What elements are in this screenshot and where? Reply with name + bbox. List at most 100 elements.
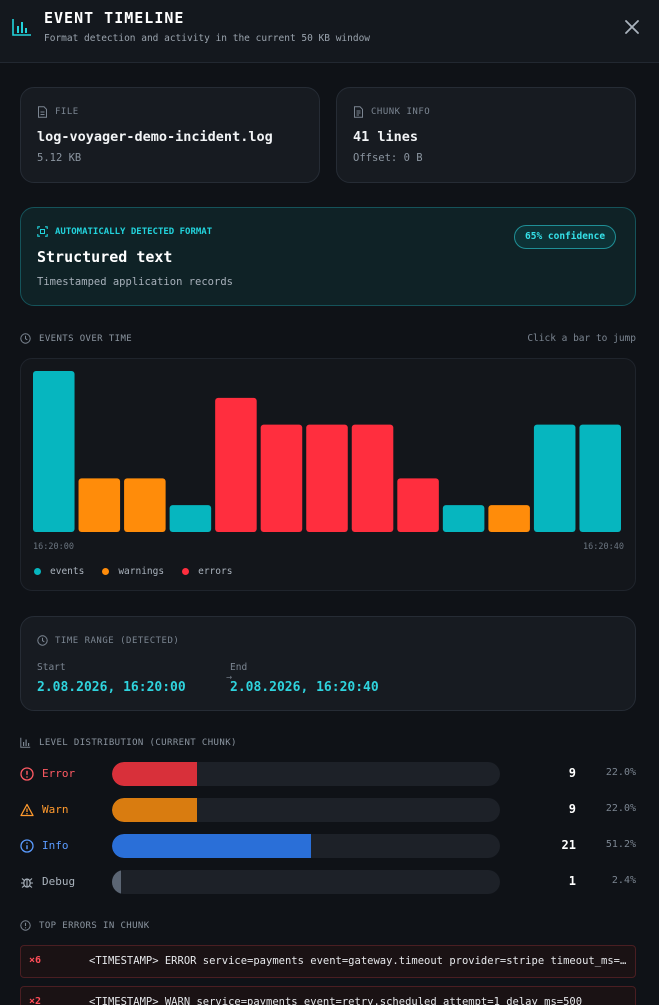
levels-section-label: LEVEL DISTRIBUTION (CURRENT CHUNK) bbox=[39, 737, 237, 748]
document-icon bbox=[354, 106, 363, 118]
file-card: FILE log-voyager-demo-incident.log 5.12 … bbox=[20, 87, 320, 183]
detected-format-card: AUTOMATICALLY DETECTED FORMAT Structured… bbox=[20, 207, 636, 306]
x-axis-start-label: 16:20:00 bbox=[33, 542, 74, 552]
level-percent: 51.2% bbox=[605, 839, 636, 850]
chart-bar-errors[interactable] bbox=[215, 397, 257, 532]
format-name: Structured text bbox=[37, 248, 173, 266]
legend-item-warnings: warnings bbox=[102, 566, 164, 577]
clock-icon bbox=[20, 333, 31, 344]
time-range-start: Start 2.08.2026, 16:20:00 bbox=[37, 662, 186, 695]
chunk-info-card: CHUNK INFO 41 lines Offset: 0 B bbox=[336, 87, 636, 183]
level-bar-track bbox=[112, 870, 500, 894]
chart-bar-warnings[interactable] bbox=[488, 505, 530, 532]
events-section-label: EVENTS OVER TIME bbox=[39, 333, 133, 344]
legend-item-events: events bbox=[34, 566, 84, 577]
bug-icon bbox=[21, 878, 33, 888]
format-label: AUTOMATICALLY DETECTED FORMAT bbox=[55, 226, 213, 237]
level-bar-fill bbox=[112, 834, 311, 858]
bar-chart-icon bbox=[20, 737, 31, 748]
time-range-end: End 2.08.2026, 16:20:40 bbox=[230, 662, 379, 695]
chart-bar-errors[interactable] bbox=[260, 424, 303, 532]
chart-bar-warnings[interactable] bbox=[78, 478, 121, 532]
level-bar-track bbox=[112, 762, 500, 786]
top-error-item[interactable]: ×6 <TIMESTAMP> ERROR service=payments ev… bbox=[20, 945, 636, 978]
clock-icon bbox=[37, 635, 48, 646]
alert-circle-icon bbox=[20, 920, 31, 931]
confidence-badge: 65% confidence bbox=[514, 225, 617, 249]
chart-bar-events[interactable] bbox=[442, 505, 485, 532]
level-name: Error bbox=[42, 767, 76, 780]
legend-swatch bbox=[34, 568, 41, 575]
chart-legend: events warnings errors bbox=[34, 566, 232, 577]
warning-triangle-icon bbox=[20, 803, 34, 817]
page-title: EVENT TIMELINE bbox=[44, 9, 185, 27]
level-bar-track bbox=[112, 834, 500, 858]
format-description: Timestamped application records bbox=[37, 276, 233, 288]
time-range-label: TIME RANGE (DETECTED) bbox=[55, 635, 180, 646]
legend-swatch bbox=[102, 568, 110, 575]
top-errors-header: TOP ERRORS IN CHUNK bbox=[20, 920, 150, 931]
events-bar-chart: 16:20:00 16:20:40 bbox=[33, 371, 624, 552]
level-count: 21 bbox=[561, 838, 576, 852]
file-label: FILE bbox=[55, 107, 79, 117]
chunk-label: CHUNK INFO bbox=[371, 107, 431, 117]
page-subtitle: Format detection and activity in the cur… bbox=[44, 33, 371, 44]
info-circle-icon bbox=[20, 839, 34, 853]
end-label: End bbox=[230, 662, 248, 673]
events-section-header: EVENTS OVER TIME bbox=[20, 333, 132, 344]
level-count: 1 bbox=[568, 874, 576, 888]
panel-header: EVENT TIMELINE Format detection and acti… bbox=[0, 0, 659, 63]
legend-label: events bbox=[50, 566, 85, 577]
error-count: ×2 bbox=[29, 996, 42, 1005]
events-chart: 16:20:00 16:20:40 events warnings errors bbox=[20, 358, 636, 591]
chart-bar-events[interactable] bbox=[533, 424, 576, 532]
start-label: Start bbox=[37, 662, 66, 673]
level-row-warn: Warn 9 22.0% bbox=[20, 798, 636, 822]
level-name: Debug bbox=[42, 875, 76, 888]
file-name: log-voyager-demo-incident.log bbox=[37, 129, 273, 145]
level-row-info: Info 21 51.2% bbox=[20, 834, 636, 858]
chart-bar-errors[interactable] bbox=[351, 424, 394, 532]
error-message: <TIMESTAMP> ERROR service=payments event… bbox=[89, 955, 629, 967]
arrow-right-icon: → bbox=[226, 672, 233, 683]
bar-chart-icon bbox=[12, 19, 31, 36]
level-bar-fill bbox=[112, 870, 122, 894]
chart-bar-events[interactable] bbox=[169, 505, 212, 532]
chart-bar-errors[interactable] bbox=[306, 424, 348, 532]
file-size: 5.12 KB bbox=[37, 152, 82, 164]
file-icon bbox=[38, 106, 47, 118]
chart-bar-warnings[interactable] bbox=[124, 478, 166, 532]
level-row-error: Error 9 22.0% bbox=[20, 762, 636, 786]
legend-item-errors: errors bbox=[182, 566, 232, 577]
chart-bar-events[interactable] bbox=[579, 424, 621, 532]
chunk-lines: 41 lines bbox=[353, 129, 419, 145]
scan-icon bbox=[37, 226, 48, 237]
level-count: 9 bbox=[568, 766, 576, 780]
legend-label: errors bbox=[198, 566, 233, 577]
time-range-card: TIME RANGE (DETECTED) Start 2.08.2026, 1… bbox=[20, 616, 636, 711]
level-row-debug: Debug 1 2.4% bbox=[20, 870, 636, 894]
level-percent: 22.0% bbox=[605, 767, 636, 778]
chart-bar-events[interactable] bbox=[33, 371, 75, 532]
end-value: 2.08.2026, 16:20:40 bbox=[230, 680, 379, 695]
error-message: <TIMESTAMP> WARN service=payments event=… bbox=[89, 996, 583, 1005]
level-bar-track bbox=[112, 798, 500, 822]
level-name: Warn bbox=[42, 803, 69, 816]
levels-section-header: LEVEL DISTRIBUTION (CURRENT CHUNK) bbox=[20, 737, 237, 748]
legend-swatch bbox=[182, 568, 190, 575]
level-name: Info bbox=[42, 839, 69, 852]
top-errors-label: TOP ERRORS IN CHUNK bbox=[39, 920, 150, 931]
chunk-offset: Offset: 0 B bbox=[353, 152, 423, 164]
level-percent: 22.0% bbox=[605, 803, 636, 814]
error-count: ×6 bbox=[29, 955, 42, 966]
chart-bar-errors[interactable] bbox=[397, 478, 439, 532]
level-bar-fill bbox=[112, 762, 198, 786]
level-percent: 2.4% bbox=[611, 875, 636, 886]
legend-label: warnings bbox=[118, 566, 165, 577]
x-axis-end-label: 16:20:40 bbox=[583, 542, 624, 552]
top-error-item[interactable]: ×2 <TIMESTAMP> WARN service=payments eve… bbox=[20, 986, 636, 1005]
error-circle-icon bbox=[20, 767, 34, 781]
close-icon[interactable] bbox=[622, 17, 642, 37]
level-count: 9 bbox=[568, 802, 576, 816]
level-bar-fill bbox=[112, 798, 198, 822]
